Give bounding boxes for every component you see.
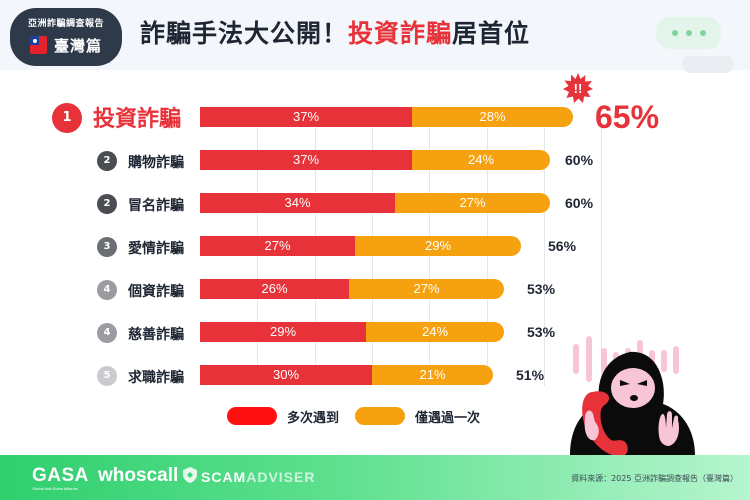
grid-line: [544, 128, 545, 386]
category-label: 購物詐騙: [128, 155, 184, 171]
category-label: 冒名詐騙: [128, 198, 184, 214]
rank-badge: 1: [52, 103, 82, 133]
total-value: 53%: [527, 281, 556, 297]
adviser-text: ADVISER: [246, 469, 316, 485]
rank-badge: 4: [97, 280, 117, 300]
badge-title: 臺灣篇: [54, 37, 103, 55]
chat-bubble-icon: [656, 17, 721, 49]
gasa-logo-subtitle: Global Anti-Scam Alliance: [32, 486, 78, 491]
category-label: 求職詐騙: [128, 370, 184, 386]
scamadviser-shield-icon: [183, 467, 197, 483]
taiwan-flag-icon: [30, 36, 47, 54]
grid-line: [257, 128, 258, 386]
legend-swatch-orange: [355, 407, 405, 425]
bar-once: 27%: [349, 279, 504, 299]
dot-icon: [686, 30, 692, 36]
title-highlight: 投資詐騙: [348, 19, 453, 48]
total-value: 56%: [548, 238, 577, 254]
header: 亞洲詐騙調查報告 臺灣篇 詐騙手法大公開！投資詐騙居首位: [0, 0, 750, 73]
grid-line: [429, 128, 430, 386]
rank-badge: 4: [97, 323, 117, 343]
gasa-logo: GASA: [32, 465, 89, 486]
bar-multiple: 26%: [200, 279, 349, 299]
legend-label: 僅遇過一次: [415, 410, 481, 426]
category-label: 愛情詐騙: [128, 241, 184, 257]
bar-once: 28%: [412, 107, 573, 127]
total-value: 60%: [565, 195, 594, 211]
grid-line: [487, 128, 488, 386]
legend-item-multiple: 多次遇到: [227, 407, 340, 426]
stacked-bar: 34% 27%: [200, 193, 550, 213]
stacked-bar: 27% 29%: [200, 236, 521, 256]
bar-multiple: 37%: [200, 150, 412, 170]
chat-bubble-placeholder-icon: [682, 56, 734, 73]
bar-multiple: 29%: [200, 322, 366, 342]
rank-badge: 2: [97, 194, 117, 214]
title-prefix: 詐騙手法大公開！: [140, 19, 349, 48]
bar-multiple: 34%: [200, 193, 395, 213]
bar-once: 21%: [372, 365, 493, 385]
bar-once: 27%: [395, 193, 550, 213]
stacked-bar: 30% 21%: [200, 365, 493, 385]
svg-text:!!: !!: [574, 81, 583, 96]
legend-item-once: 僅遇過一次: [355, 407, 481, 426]
data-source: 資料來源：2025 亞洲詐騙調查報告（臺灣篇）: [571, 474, 738, 483]
page-title: 詐騙手法大公開！投資詐騙居首位: [140, 14, 530, 50]
total-value: 51%: [516, 367, 545, 383]
bar-multiple: 27%: [200, 236, 355, 256]
dot-icon: [700, 30, 706, 36]
bar-once: 24%: [412, 150, 550, 170]
rank-badge: 3: [97, 237, 117, 257]
footer: GASA Global Anti-Scam Alliance whoscall …: [0, 455, 750, 500]
category-label: 個資詐騙: [128, 284, 184, 300]
legend-swatch-red: [227, 407, 277, 425]
rank-badge: 5: [97, 366, 117, 386]
scamadviser-logo: SCAMADVISER: [201, 469, 315, 485]
stacked-bar: 37% 28%: [200, 107, 573, 127]
grid-line: [372, 128, 373, 386]
report-badge: 亞洲詐騙調查報告 臺灣篇: [10, 8, 122, 66]
bar-multiple: 37%: [200, 107, 412, 127]
bar-once: 24%: [366, 322, 504, 342]
stacked-bar: 26% 27%: [200, 279, 504, 299]
legend-label: 多次遇到: [287, 410, 340, 426]
hacker-on-phone-icon: [570, 336, 695, 457]
grid-line: [315, 128, 316, 386]
alert-burst-icon: !!: [563, 73, 593, 103]
bar-multiple: 30%: [200, 365, 372, 385]
total-value: 65%: [595, 99, 660, 135]
total-value: 53%: [527, 324, 556, 340]
title-suffix: 居首位: [452, 19, 531, 48]
badge-subtitle: 亞洲詐騙調查報告: [27, 19, 104, 29]
stacked-bar: 37% 24%: [200, 150, 550, 170]
total-value: 60%: [565, 152, 594, 168]
whoscall-logo: whoscall: [98, 465, 179, 486]
chat-bubble-tail: [709, 42, 717, 50]
stacked-bar: 29% 24%: [200, 322, 504, 342]
category-label: 慈善詐騙: [128, 327, 184, 343]
grid-line: [601, 128, 602, 386]
bar-once: 29%: [355, 236, 521, 256]
scam-text: SCAM: [201, 469, 247, 485]
dot-icon: [672, 30, 678, 36]
category-label: 投資詐騙: [93, 107, 182, 132]
rank-badge: 2: [97, 151, 117, 171]
